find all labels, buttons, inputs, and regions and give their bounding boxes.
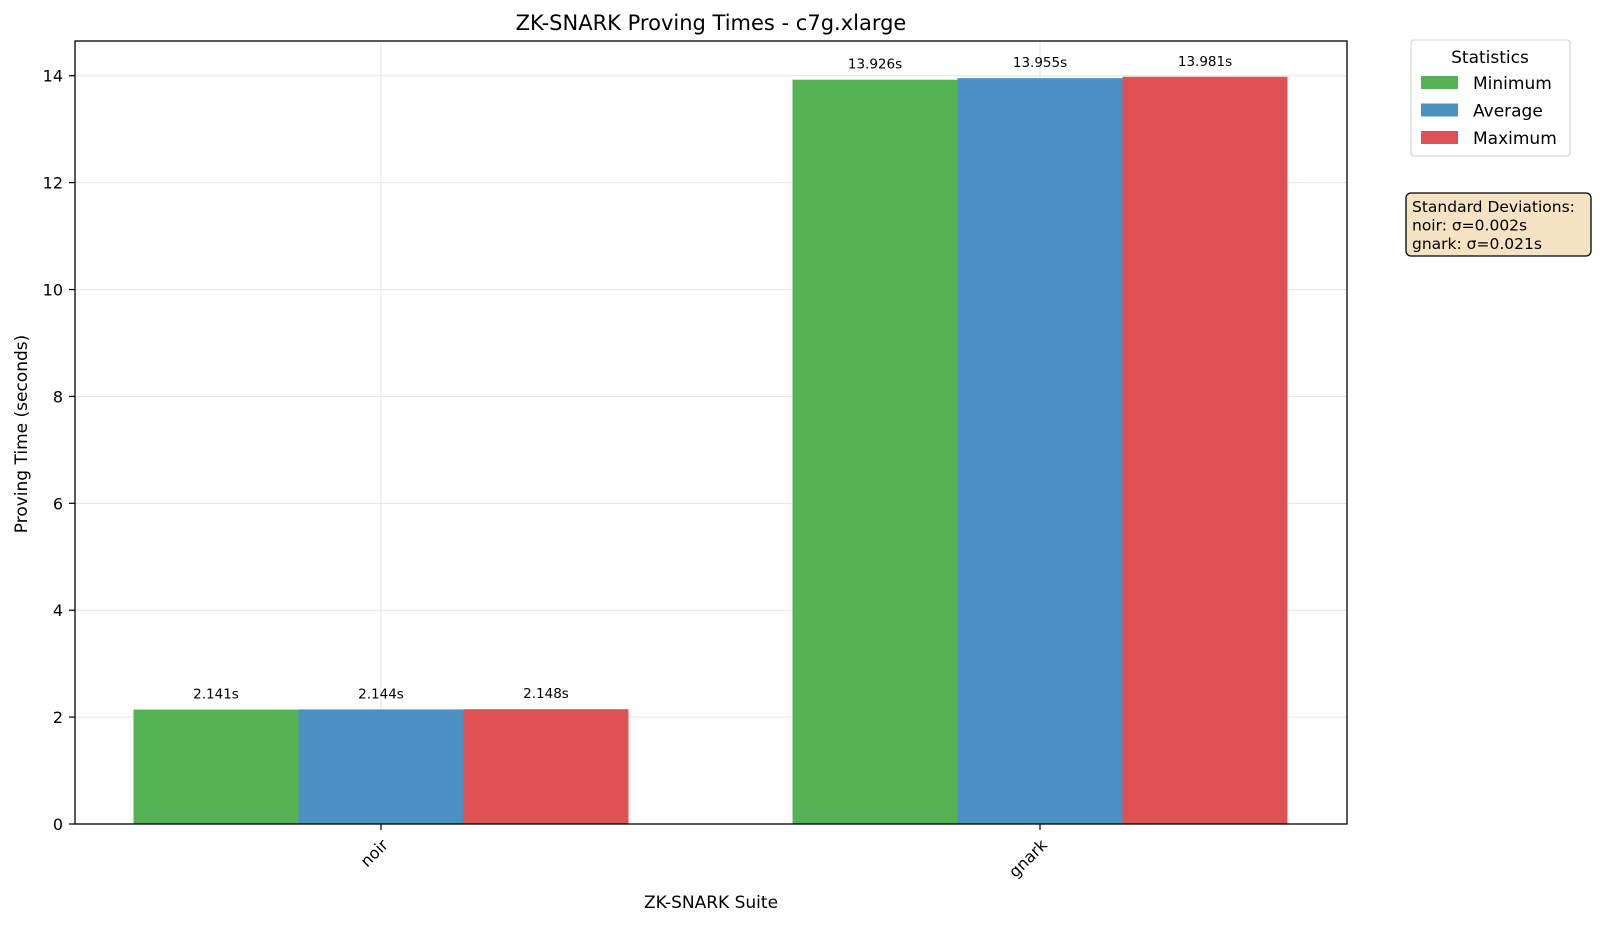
legend-items: Minimum Average Maximum <box>1421 74 1557 149</box>
bar-value-label: 13.981s <box>1178 54 1232 70</box>
std-dev-lines: Standard Deviations:noir: σ=0.002sgnark:… <box>1412 198 1575 253</box>
y-tick-label: 12 <box>43 174 63 193</box>
bar <box>298 709 464 824</box>
bar-value-label: 2.144s <box>358 686 404 702</box>
bar-value-label: 13.926s <box>848 57 902 73</box>
bar <box>957 78 1123 824</box>
bar <box>792 79 958 825</box>
legend-swatch <box>1421 131 1458 144</box>
plot-frame <box>74 40 1348 825</box>
y-tick-label: 0 <box>53 815 63 834</box>
bar <box>463 709 629 824</box>
y-tick-label: 2 <box>53 708 63 727</box>
legend-swatch <box>1421 76 1458 89</box>
legend-label: Minimum <box>1473 74 1552 94</box>
bar-labels: 2.141s 13.926s 2.144s 13.955s 2.148s 13.981s <box>193 54 1232 703</box>
std-dev-annotation-box <box>1405 192 1592 257</box>
y-tick-label: 10 <box>43 281 63 300</box>
std-dev-line: noir: σ=0.002s <box>1412 217 1527 235</box>
std-dev-annotation: Standard Deviations:noir: σ=0.002sgnark:… <box>1405 192 1592 257</box>
y-axis-label: Proving Time (seconds) <box>12 335 32 533</box>
y-tick-label: 14 <box>43 67 63 86</box>
legend-label: Average <box>1473 102 1543 122</box>
x-axis-label: ZK-SNARK Suite <box>644 893 778 913</box>
y-tick-label: 6 <box>53 494 63 513</box>
legend-frame <box>1410 39 1571 157</box>
y-axis: 0 2 4 6 8 10 12 14 <box>43 67 75 834</box>
bar-value-label: 13.955s <box>1013 55 1067 71</box>
y-tick-label: 4 <box>53 601 63 620</box>
bar-value-label: 2.141s <box>193 687 239 703</box>
y-tick-label: 8 <box>53 387 63 406</box>
bar-value-label: 2.148s <box>523 686 569 702</box>
legend: Statistics Minimum Average Maximum <box>1410 39 1571 157</box>
legend-swatch <box>1421 103 1458 117</box>
legend-label: Maximum <box>1473 129 1557 149</box>
std-dev-line: gnark: σ=0.021s <box>1412 235 1542 253</box>
bars <box>133 76 1288 825</box>
bar <box>133 709 299 824</box>
chart-title: ZK-SNARK Proving Times - c7g.xlarge <box>516 11 907 35</box>
bar <box>1122 76 1288 825</box>
legend-title: Statistics <box>1451 48 1529 68</box>
std-dev-line: Standard Deviations: <box>1412 198 1575 216</box>
